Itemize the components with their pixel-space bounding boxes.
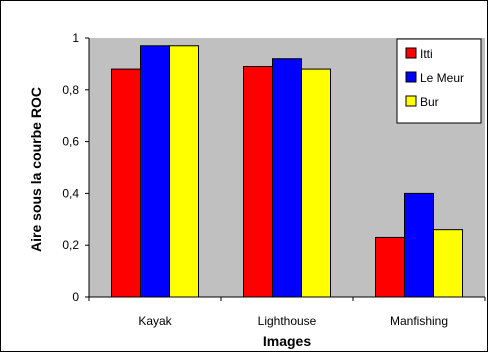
legend-swatch xyxy=(405,95,417,107)
y-ticks-group: 0 0,2 0,4 0,6 0,8 1 xyxy=(62,31,89,304)
y-tick-label: 0,8 xyxy=(62,83,79,97)
x-tick-label: Kayak xyxy=(138,314,172,328)
y-tick-label: 0,2 xyxy=(62,238,79,252)
y-tick-label: 0,6 xyxy=(62,135,79,149)
bar-lighthouse-le-meur xyxy=(272,58,302,298)
y-axis-title: Aire sous la courbe ROC xyxy=(28,87,44,252)
y-tick-label: 1 xyxy=(72,31,79,45)
bars-group xyxy=(111,45,463,298)
bar-manfishing-itti xyxy=(375,236,405,298)
bar-kayak-le-meur xyxy=(140,45,170,298)
legend-swatch xyxy=(405,71,417,83)
x-tick-label: Lighthouse xyxy=(258,314,317,328)
legend: Itti Le Meur Bur xyxy=(396,38,482,124)
x-tick-label: Manfishing xyxy=(390,314,448,328)
y-tick-label: 0,4 xyxy=(62,186,79,200)
legend-label: Bur xyxy=(420,95,439,109)
legend-label: Le Meur xyxy=(420,71,464,85)
bar-lighthouse-itti xyxy=(243,65,273,298)
bar-kayak-itti xyxy=(111,68,141,298)
legend-swatch xyxy=(405,47,417,59)
bar-manfishing-le-meur xyxy=(404,192,434,298)
x-ticks-group: Kayak Lighthouse Manfishing xyxy=(88,297,486,328)
bar-manfishing-bur xyxy=(433,229,463,298)
bar-kayak-bur xyxy=(169,45,199,298)
legend-label: Itti xyxy=(420,47,433,61)
bar-lighthouse-bur xyxy=(301,68,331,298)
y-tick-label: 0 xyxy=(72,290,79,304)
x-axis-title: Images xyxy=(263,333,311,349)
